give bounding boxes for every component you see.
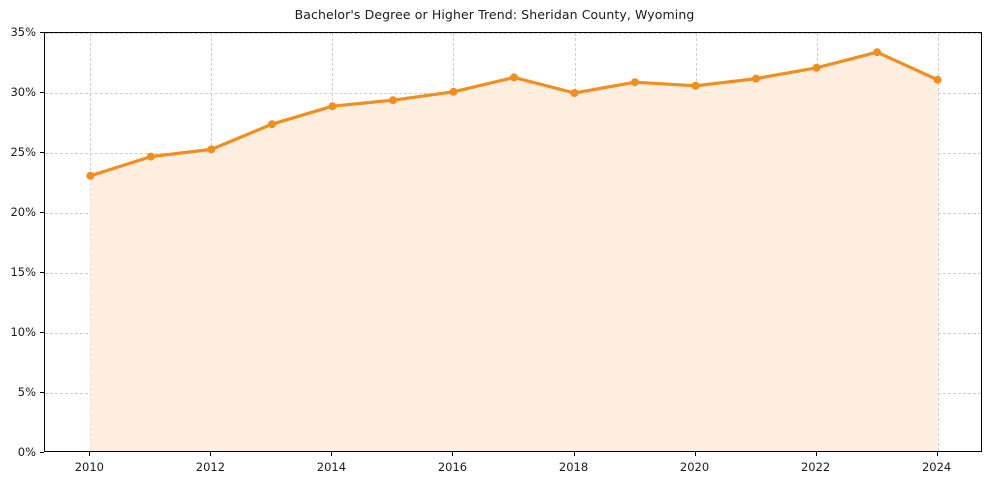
y-axis-tick-label: 15% [10, 265, 36, 279]
data-point-marker [510, 73, 518, 82]
data-point-marker [631, 78, 640, 87]
data-point-marker [328, 102, 337, 111]
data-point-marker [267, 120, 276, 129]
x-axis-tick-label: 2018 [558, 460, 589, 474]
plot-area [44, 32, 982, 452]
data-point-marker [812, 63, 821, 72]
y-axis-tick-label: 0% [17, 445, 36, 459]
x-axis-tick-label: 2016 [437, 460, 468, 474]
x-axis-tick-mark [936, 452, 938, 456]
x-axis-tick-mark [89, 452, 91, 456]
x-axis-tick-label: 2024 [921, 460, 952, 474]
chart-title: Bachelor's Degree or Higher Trend: Sheri… [294, 7, 695, 22]
x-axis-tick-mark [694, 452, 696, 456]
y-axis-tick-label: 25% [10, 145, 36, 159]
data-point-markers [86, 48, 942, 180]
x-axis-tick-label: 2012 [195, 460, 226, 474]
y-axis-tick-mark [40, 332, 44, 333]
data-point-marker [146, 152, 155, 161]
x-axis-tick-mark [210, 452, 212, 456]
data-point-marker [207, 145, 216, 154]
y-axis-tick-mark [40, 212, 44, 213]
x-axis-tick-mark [331, 452, 333, 456]
y-axis-tick-mark [40, 452, 44, 453]
y-axis-tick-label: 5% [17, 385, 36, 399]
series-layer [86, 48, 942, 451]
y-axis-tick-label: 35% [10, 25, 36, 39]
x-axis-tick-label: 2020 [679, 460, 710, 474]
y-axis-tick-label: 10% [10, 325, 36, 339]
y-axis-tick-mark [40, 392, 44, 393]
y-axis-tick-label: 30% [10, 85, 36, 99]
x-axis-tick-mark [452, 452, 454, 456]
y-axis-tick-mark [40, 152, 44, 153]
data-point-marker [570, 89, 579, 97]
area-fill [90, 52, 938, 451]
y-axis-tick-mark [40, 272, 44, 273]
gridline-vertical [937, 33, 939, 451]
x-axis-tick-mark [573, 452, 575, 456]
y-axis-tick-label: 20% [10, 205, 36, 219]
x-axis-tick-label: 2014 [316, 460, 347, 474]
data-point-marker [933, 75, 942, 84]
data-point-marker [752, 74, 761, 83]
data-point-marker [691, 81, 700, 90]
plot-inner [45, 33, 981, 451]
gridline-horizontal [45, 33, 981, 34]
x-axis-tick-label: 2022 [800, 460, 831, 474]
data-point-marker [449, 87, 458, 96]
x-axis-tick-label: 2010 [74, 460, 105, 474]
data-point-marker [388, 96, 397, 105]
y-axis-tick-mark [40, 92, 44, 93]
data-point-marker [86, 171, 95, 180]
x-axis-tick-mark [815, 452, 817, 456]
y-axis-tick-mark [40, 32, 44, 33]
data-point-marker [873, 48, 882, 57]
